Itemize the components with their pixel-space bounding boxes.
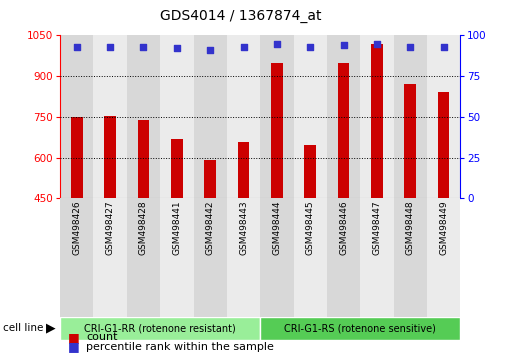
Point: [272, 41, 281, 46]
Bar: [127, 198, 160, 319]
Bar: [94, 35, 127, 198]
Bar: [404, 84, 416, 198]
Point: [373, 41, 381, 46]
Bar: [194, 198, 227, 319]
Bar: [260, 35, 293, 198]
Text: ▶: ▶: [47, 322, 56, 335]
Text: GSM498448: GSM498448: [406, 201, 415, 255]
Text: count: count: [86, 332, 118, 342]
Text: GDS4014 / 1367874_at: GDS4014 / 1367874_at: [160, 9, 321, 23]
Bar: [204, 160, 216, 198]
Point: [73, 44, 81, 50]
Bar: [194, 35, 227, 198]
Point: [406, 44, 414, 50]
Text: GSM498426: GSM498426: [72, 201, 81, 255]
Point: [439, 44, 448, 50]
Text: GSM498427: GSM498427: [106, 201, 115, 255]
Bar: [237, 142, 249, 198]
Text: cell line: cell line: [3, 323, 43, 333]
Point: [339, 42, 348, 48]
Bar: [260, 317, 460, 340]
Bar: [394, 198, 427, 319]
Bar: [327, 35, 360, 198]
Bar: [104, 116, 116, 198]
Point: [106, 44, 115, 50]
Bar: [293, 35, 327, 198]
Bar: [360, 35, 393, 198]
Point: [306, 44, 314, 50]
Bar: [60, 317, 260, 340]
Bar: [71, 118, 83, 198]
Bar: [427, 198, 460, 319]
Text: CRI-G1-RR (rotenone resistant): CRI-G1-RR (rotenone resistant): [84, 323, 236, 333]
Bar: [427, 35, 460, 198]
Point: [173, 46, 181, 51]
Text: GSM498444: GSM498444: [272, 201, 281, 255]
Bar: [293, 198, 327, 319]
Text: GSM498443: GSM498443: [239, 201, 248, 255]
Text: GSM498441: GSM498441: [173, 201, 181, 255]
Bar: [360, 198, 393, 319]
Bar: [271, 63, 283, 198]
Bar: [160, 198, 194, 319]
Text: percentile rank within the sample: percentile rank within the sample: [86, 342, 274, 352]
Bar: [60, 35, 94, 198]
Bar: [94, 198, 127, 319]
Point: [240, 44, 248, 50]
Bar: [394, 35, 427, 198]
Bar: [227, 198, 260, 319]
Bar: [338, 63, 349, 198]
Point: [206, 47, 214, 53]
Bar: [438, 92, 449, 198]
Text: GSM498442: GSM498442: [206, 201, 214, 255]
Bar: [171, 138, 183, 198]
Text: GSM498445: GSM498445: [306, 201, 315, 255]
Text: ■: ■: [68, 331, 79, 344]
Text: CRI-G1-RS (rotenone sensitive): CRI-G1-RS (rotenone sensitive): [285, 323, 436, 333]
Point: [139, 44, 147, 50]
Bar: [127, 35, 160, 198]
Text: GSM498449: GSM498449: [439, 201, 448, 255]
Text: GSM498447: GSM498447: [372, 201, 381, 255]
Text: ■: ■: [68, 341, 79, 353]
Bar: [260, 198, 293, 319]
Text: GSM498446: GSM498446: [339, 201, 348, 255]
Bar: [160, 35, 194, 198]
Bar: [371, 44, 383, 198]
Bar: [138, 120, 150, 198]
Bar: [304, 144, 316, 198]
Text: GSM498428: GSM498428: [139, 201, 148, 255]
Bar: [227, 35, 260, 198]
Bar: [60, 198, 94, 319]
Bar: [327, 198, 360, 319]
